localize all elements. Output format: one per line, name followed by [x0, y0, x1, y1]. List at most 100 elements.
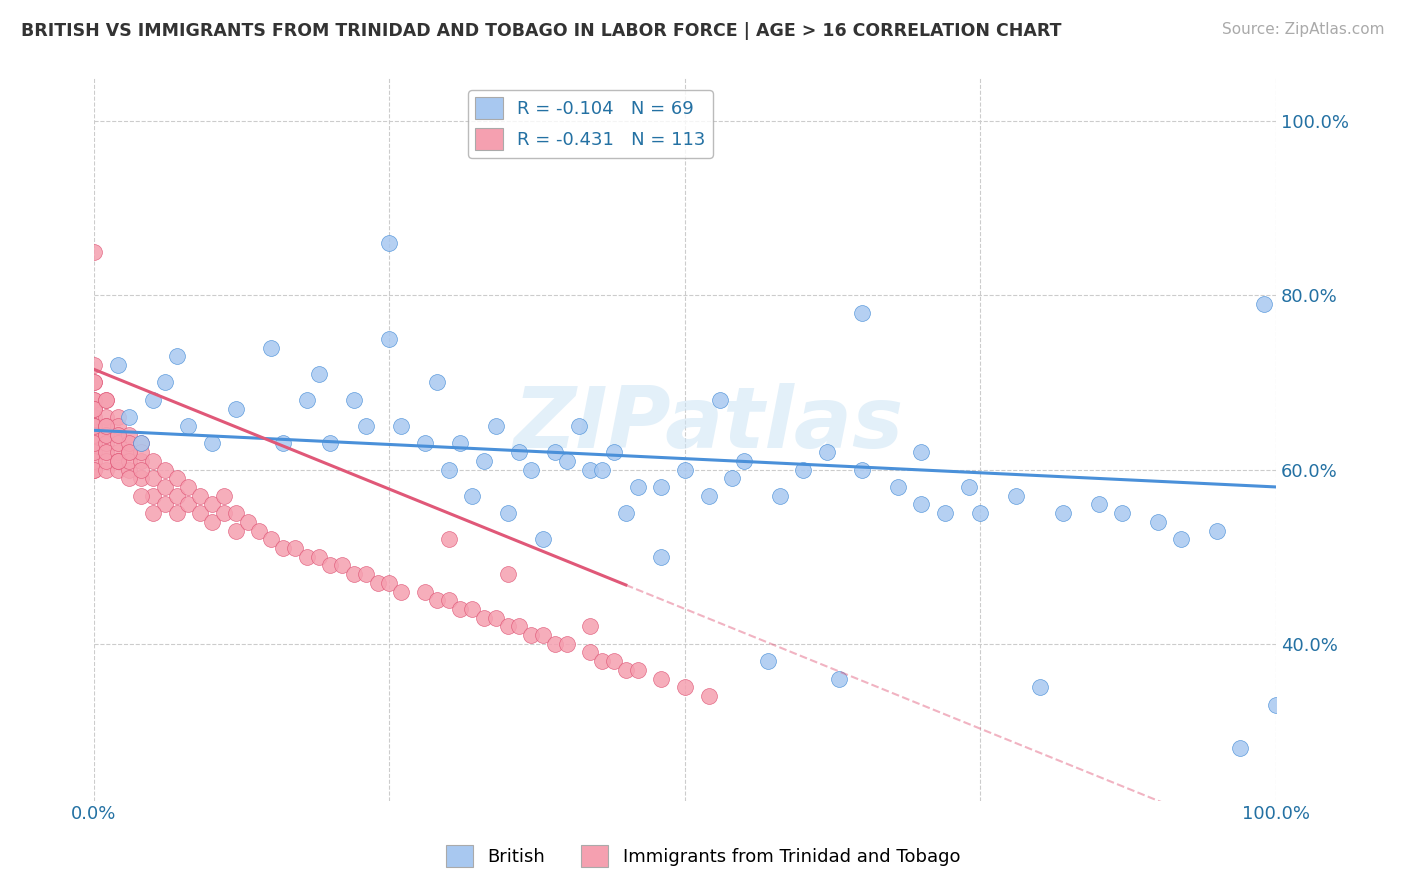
Point — [212, 489, 235, 503]
Point — [94, 445, 117, 459]
Point — [249, 524, 271, 538]
Legend: British, Immigrants from Trinidad and Tobago: British, Immigrants from Trinidad and To… — [439, 838, 967, 874]
Point — [94, 419, 117, 434]
Point — [142, 392, 165, 407]
Point — [260, 533, 283, 547]
Point — [118, 445, 141, 459]
Point — [129, 445, 152, 459]
Point — [142, 489, 165, 503]
Point — [94, 392, 117, 407]
Point — [83, 427, 105, 442]
Text: Source: ZipAtlas.com: Source: ZipAtlas.com — [1222, 22, 1385, 37]
Point — [426, 593, 449, 607]
Point — [308, 549, 330, 564]
Point — [319, 436, 342, 450]
Point — [107, 358, 129, 372]
Point — [792, 462, 814, 476]
Point — [94, 427, 117, 442]
Point — [129, 454, 152, 468]
Point — [118, 445, 141, 459]
Point — [129, 436, 152, 450]
Point — [83, 401, 105, 416]
Text: BRITISH VS IMMIGRANTS FROM TRINIDAD AND TOBAGO IN LABOR FORCE | AGE > 16 CORRELA: BRITISH VS IMMIGRANTS FROM TRINIDAD AND … — [21, 22, 1062, 40]
Point — [851, 462, 873, 476]
Point — [319, 558, 342, 573]
Point — [934, 506, 956, 520]
Point — [485, 419, 508, 434]
Point — [413, 436, 436, 450]
Point — [83, 436, 105, 450]
Point — [555, 637, 578, 651]
Point — [449, 602, 471, 616]
Point — [579, 462, 602, 476]
Point — [733, 454, 755, 468]
Point — [910, 445, 932, 459]
Point — [177, 480, 200, 494]
Point — [1253, 297, 1275, 311]
Point — [83, 436, 105, 450]
Point — [129, 489, 152, 503]
Point — [83, 427, 105, 442]
Point — [107, 454, 129, 468]
Point — [107, 410, 129, 425]
Point — [531, 628, 554, 642]
Point — [94, 462, 117, 476]
Point — [107, 427, 129, 442]
Point — [426, 376, 449, 390]
Point — [531, 533, 554, 547]
Point — [567, 419, 589, 434]
Point — [153, 497, 176, 511]
Point — [437, 533, 460, 547]
Point — [756, 654, 779, 668]
Point — [472, 610, 495, 624]
Point — [177, 497, 200, 511]
Point — [1087, 497, 1109, 511]
Point — [83, 462, 105, 476]
Point — [496, 506, 519, 520]
Point — [83, 462, 105, 476]
Point — [650, 480, 672, 494]
Point — [118, 427, 141, 442]
Point — [83, 244, 105, 259]
Point — [188, 506, 211, 520]
Point — [225, 401, 247, 416]
Point — [129, 462, 152, 476]
Point — [508, 445, 530, 459]
Point — [461, 602, 484, 616]
Point — [555, 454, 578, 468]
Point — [520, 628, 543, 642]
Point — [697, 689, 720, 703]
Point — [166, 349, 188, 363]
Point — [627, 480, 650, 494]
Point — [83, 419, 105, 434]
Point — [449, 436, 471, 450]
Point — [886, 480, 908, 494]
Point — [225, 506, 247, 520]
Point — [118, 462, 141, 476]
Point — [1052, 506, 1074, 520]
Point — [354, 419, 377, 434]
Point — [188, 489, 211, 503]
Point — [389, 419, 412, 434]
Point — [153, 462, 176, 476]
Point — [83, 392, 105, 407]
Point — [83, 454, 105, 468]
Point — [94, 445, 117, 459]
Point — [236, 515, 259, 529]
Point — [107, 427, 129, 442]
Point — [260, 341, 283, 355]
Point — [614, 663, 637, 677]
Point — [709, 392, 731, 407]
Point — [1028, 681, 1050, 695]
Point — [343, 567, 366, 582]
Point — [354, 567, 377, 582]
Point — [603, 654, 626, 668]
Point — [83, 392, 105, 407]
Point — [591, 462, 613, 476]
Point — [1111, 506, 1133, 520]
Point — [910, 497, 932, 511]
Point — [83, 358, 105, 372]
Point — [83, 436, 105, 450]
Point — [142, 471, 165, 485]
Point — [83, 419, 105, 434]
